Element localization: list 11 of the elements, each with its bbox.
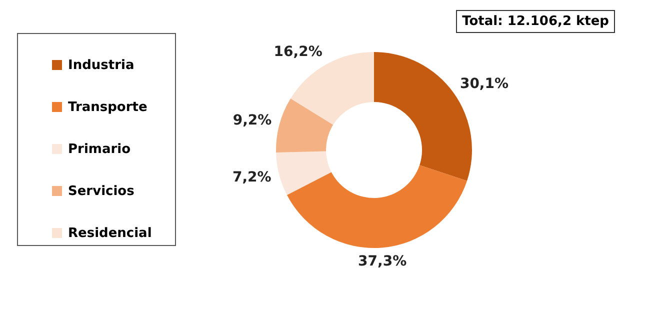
text: Total: 12.106,2 ktep	[456, 10, 615, 33]
data-label: 30,1%	[460, 76, 509, 92]
legend-label: Primario	[68, 142, 131, 156]
legend-label: Servicios	[68, 184, 134, 198]
legend-label: Industria	[68, 58, 134, 72]
data-label: 16,2%	[274, 44, 322, 60]
data-label: 9,2%	[232, 112, 272, 128]
legend-label: Transporte	[68, 100, 148, 114]
data-label: 7,2%	[232, 169, 272, 186]
legend-label: Residencial	[68, 226, 152, 240]
data-label: 37,3%	[358, 253, 407, 270]
